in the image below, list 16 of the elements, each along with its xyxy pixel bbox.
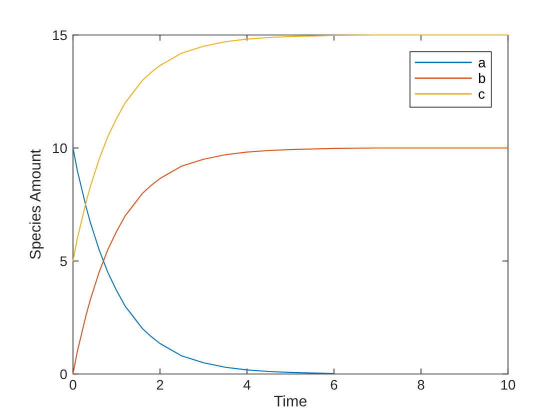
line-series [72, 147, 335, 374]
x-tick-label: 8 [418, 380, 424, 390]
y-tick-label: 10 [53, 143, 67, 154]
y-tick-label: 5 [60, 256, 67, 266]
x-axis-title: Time [274, 395, 307, 406]
legend-label: c [478, 91, 485, 99]
x-tick-label: 0 [70, 380, 76, 390]
x-tick-label: 4 [243, 380, 250, 390]
x-tick-label: 10 [501, 380, 516, 390]
legend-label: b [478, 72, 486, 84]
y-tick-label: 15 [53, 30, 67, 40]
x-tick-label: 6 [330, 380, 338, 390]
y-axis-title: Species Amount [29, 149, 44, 260]
x-tick-label: 2 [156, 380, 164, 390]
legend-label: a [478, 60, 486, 68]
y-tick-label: 0 [60, 369, 67, 380]
